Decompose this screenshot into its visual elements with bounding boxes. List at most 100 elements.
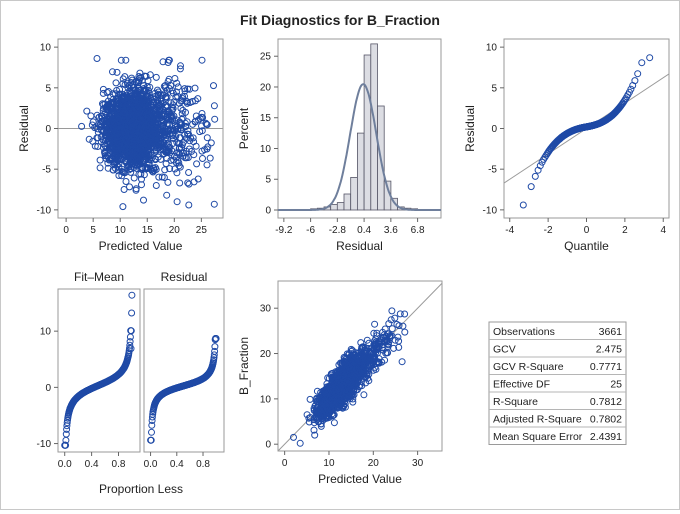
- fit-stats-value: 0.7802: [590, 414, 622, 426]
- resid-pred-point: [142, 122, 150, 130]
- resid-pred-point: [177, 121, 185, 129]
- qq-point: [519, 201, 527, 209]
- resid-pred-point: [146, 115, 154, 123]
- obs-pred-point: [334, 390, 342, 398]
- resid-pred-point: [190, 151, 198, 159]
- resid-pred-point: [138, 139, 146, 147]
- resid-pred-point: [179, 106, 187, 114]
- resid-pred-point: [131, 137, 138, 145]
- spread-fit-xtick-label: 0.8: [112, 459, 126, 470]
- resid-pred-point: [106, 119, 114, 127]
- spread-fit-title: Fit–Mean: [74, 270, 124, 284]
- qq-xtick-label: -2: [544, 225, 553, 236]
- obs-pred-outlier: [290, 433, 297, 441]
- resid-pred-point: [136, 69, 144, 77]
- resid-pred-point: [145, 141, 153, 149]
- resid-pred-point: [203, 134, 211, 142]
- resid-pred-point: [141, 88, 149, 96]
- obs-pred-point: [319, 406, 327, 413]
- resid-pred-point: [158, 173, 166, 181]
- hist-bar: [356, 132, 365, 211]
- fit-stats-label: Adjusted R-Square: [493, 414, 582, 426]
- obs-pred-point: [344, 383, 352, 391]
- obs-pred-point: [371, 320, 379, 328]
- obs-pred-point: [326, 405, 334, 413]
- qq-point: [627, 85, 635, 93]
- resid-pred-xtick-label: 5: [90, 225, 96, 236]
- obs-pred-point: [401, 328, 409, 336]
- obs-pred-point: [373, 332, 381, 340]
- obs-pred-point: [303, 411, 311, 419]
- obs-pred-point: [383, 337, 391, 345]
- fit-stats-value: 2.4391: [590, 431, 622, 443]
- obs-pred-point: [378, 337, 386, 345]
- spread-fit-point: [126, 341, 134, 349]
- resid-pred-point: [152, 137, 160, 145]
- resid-pred-point: [181, 119, 189, 127]
- resid-pred-point: [172, 132, 180, 140]
- resid-pred-point: [181, 131, 189, 139]
- resid-pred-point: [132, 127, 140, 135]
- obs-pred-ytick-label: 20: [260, 349, 272, 360]
- obs-pred-point: [328, 398, 336, 406]
- resid-pred-outlier: [140, 196, 147, 204]
- resid-pred-point: [177, 126, 185, 134]
- obs-pred-point: [340, 394, 348, 402]
- resid-pred-outlier: [113, 68, 121, 76]
- resid-pred-point: [131, 147, 139, 155]
- fit-stats-label: Observations: [493, 326, 555, 338]
- qq-points: [504, 54, 669, 209]
- resid-pred-point: [110, 134, 118, 142]
- resid-pred-point: [210, 102, 218, 110]
- hist-xtick-label: -6: [306, 225, 315, 236]
- fit-stats-value: 0.7771: [590, 361, 622, 373]
- obs-pred-point: [356, 348, 364, 356]
- resid-pred-point: [122, 56, 130, 64]
- obs-pred-point: [335, 403, 343, 411]
- hist-ytick-label: 15: [260, 113, 272, 124]
- obs-pred-point: [326, 396, 334, 404]
- resid-pred-point: [165, 75, 173, 83]
- obs-pred-point: [362, 379, 370, 387]
- qq-point: [634, 70, 642, 78]
- spread-fit-frame: [57, 288, 141, 453]
- obs-pred-point: [345, 393, 353, 401]
- spread-fit-xtick-label: 0.4: [85, 459, 99, 470]
- resid-pred-point: [100, 127, 107, 135]
- qq-point: [541, 153, 549, 161]
- obs-pred-point: [344, 372, 352, 380]
- spread-fit-point: [125, 347, 133, 355]
- obs-pred-point: [335, 400, 343, 408]
- resid-pred-point: [87, 112, 95, 120]
- obs-pred-point: [360, 391, 368, 399]
- resid-pred-point: [138, 164, 146, 172]
- resid-pred-point: [184, 179, 192, 187]
- obs-pred-point: [365, 370, 373, 378]
- resid-pred-xtick-label: 25: [196, 225, 208, 236]
- obs-pred-outlier: [388, 307, 396, 315]
- qq-ytick-label: 5: [491, 83, 497, 94]
- obs-pred-point: [396, 310, 404, 318]
- resid-pred-point: [104, 159, 112, 167]
- obs-pred-point: [371, 353, 379, 361]
- spread-resid-xtick-label: 0.0: [144, 459, 158, 470]
- obs-pred-point: [352, 353, 360, 361]
- resid-pred-point: [167, 126, 175, 134]
- hist-ylabel: Percent: [237, 107, 251, 149]
- resid-pred-point: [144, 165, 152, 172]
- resid-pred-point: [161, 166, 169, 174]
- obs-pred-xtick-label: 10: [323, 458, 335, 469]
- resid-pred-point: [141, 137, 149, 144]
- obs-pred-point: [348, 346, 356, 354]
- resid-pred-point: [194, 95, 202, 103]
- obs-pred-xtick-label: 20: [368, 458, 380, 469]
- resid-pred-point: [160, 139, 168, 147]
- spread-fit-point: [128, 291, 136, 299]
- resid-pred-point: [119, 107, 127, 115]
- obs-pred-frame: [277, 280, 443, 452]
- resid-pred-point: [185, 169, 193, 176]
- resid-pred-point: [173, 149, 181, 157]
- resid-pred-point: [108, 98, 116, 106]
- obs-pred-point: [321, 389, 329, 397]
